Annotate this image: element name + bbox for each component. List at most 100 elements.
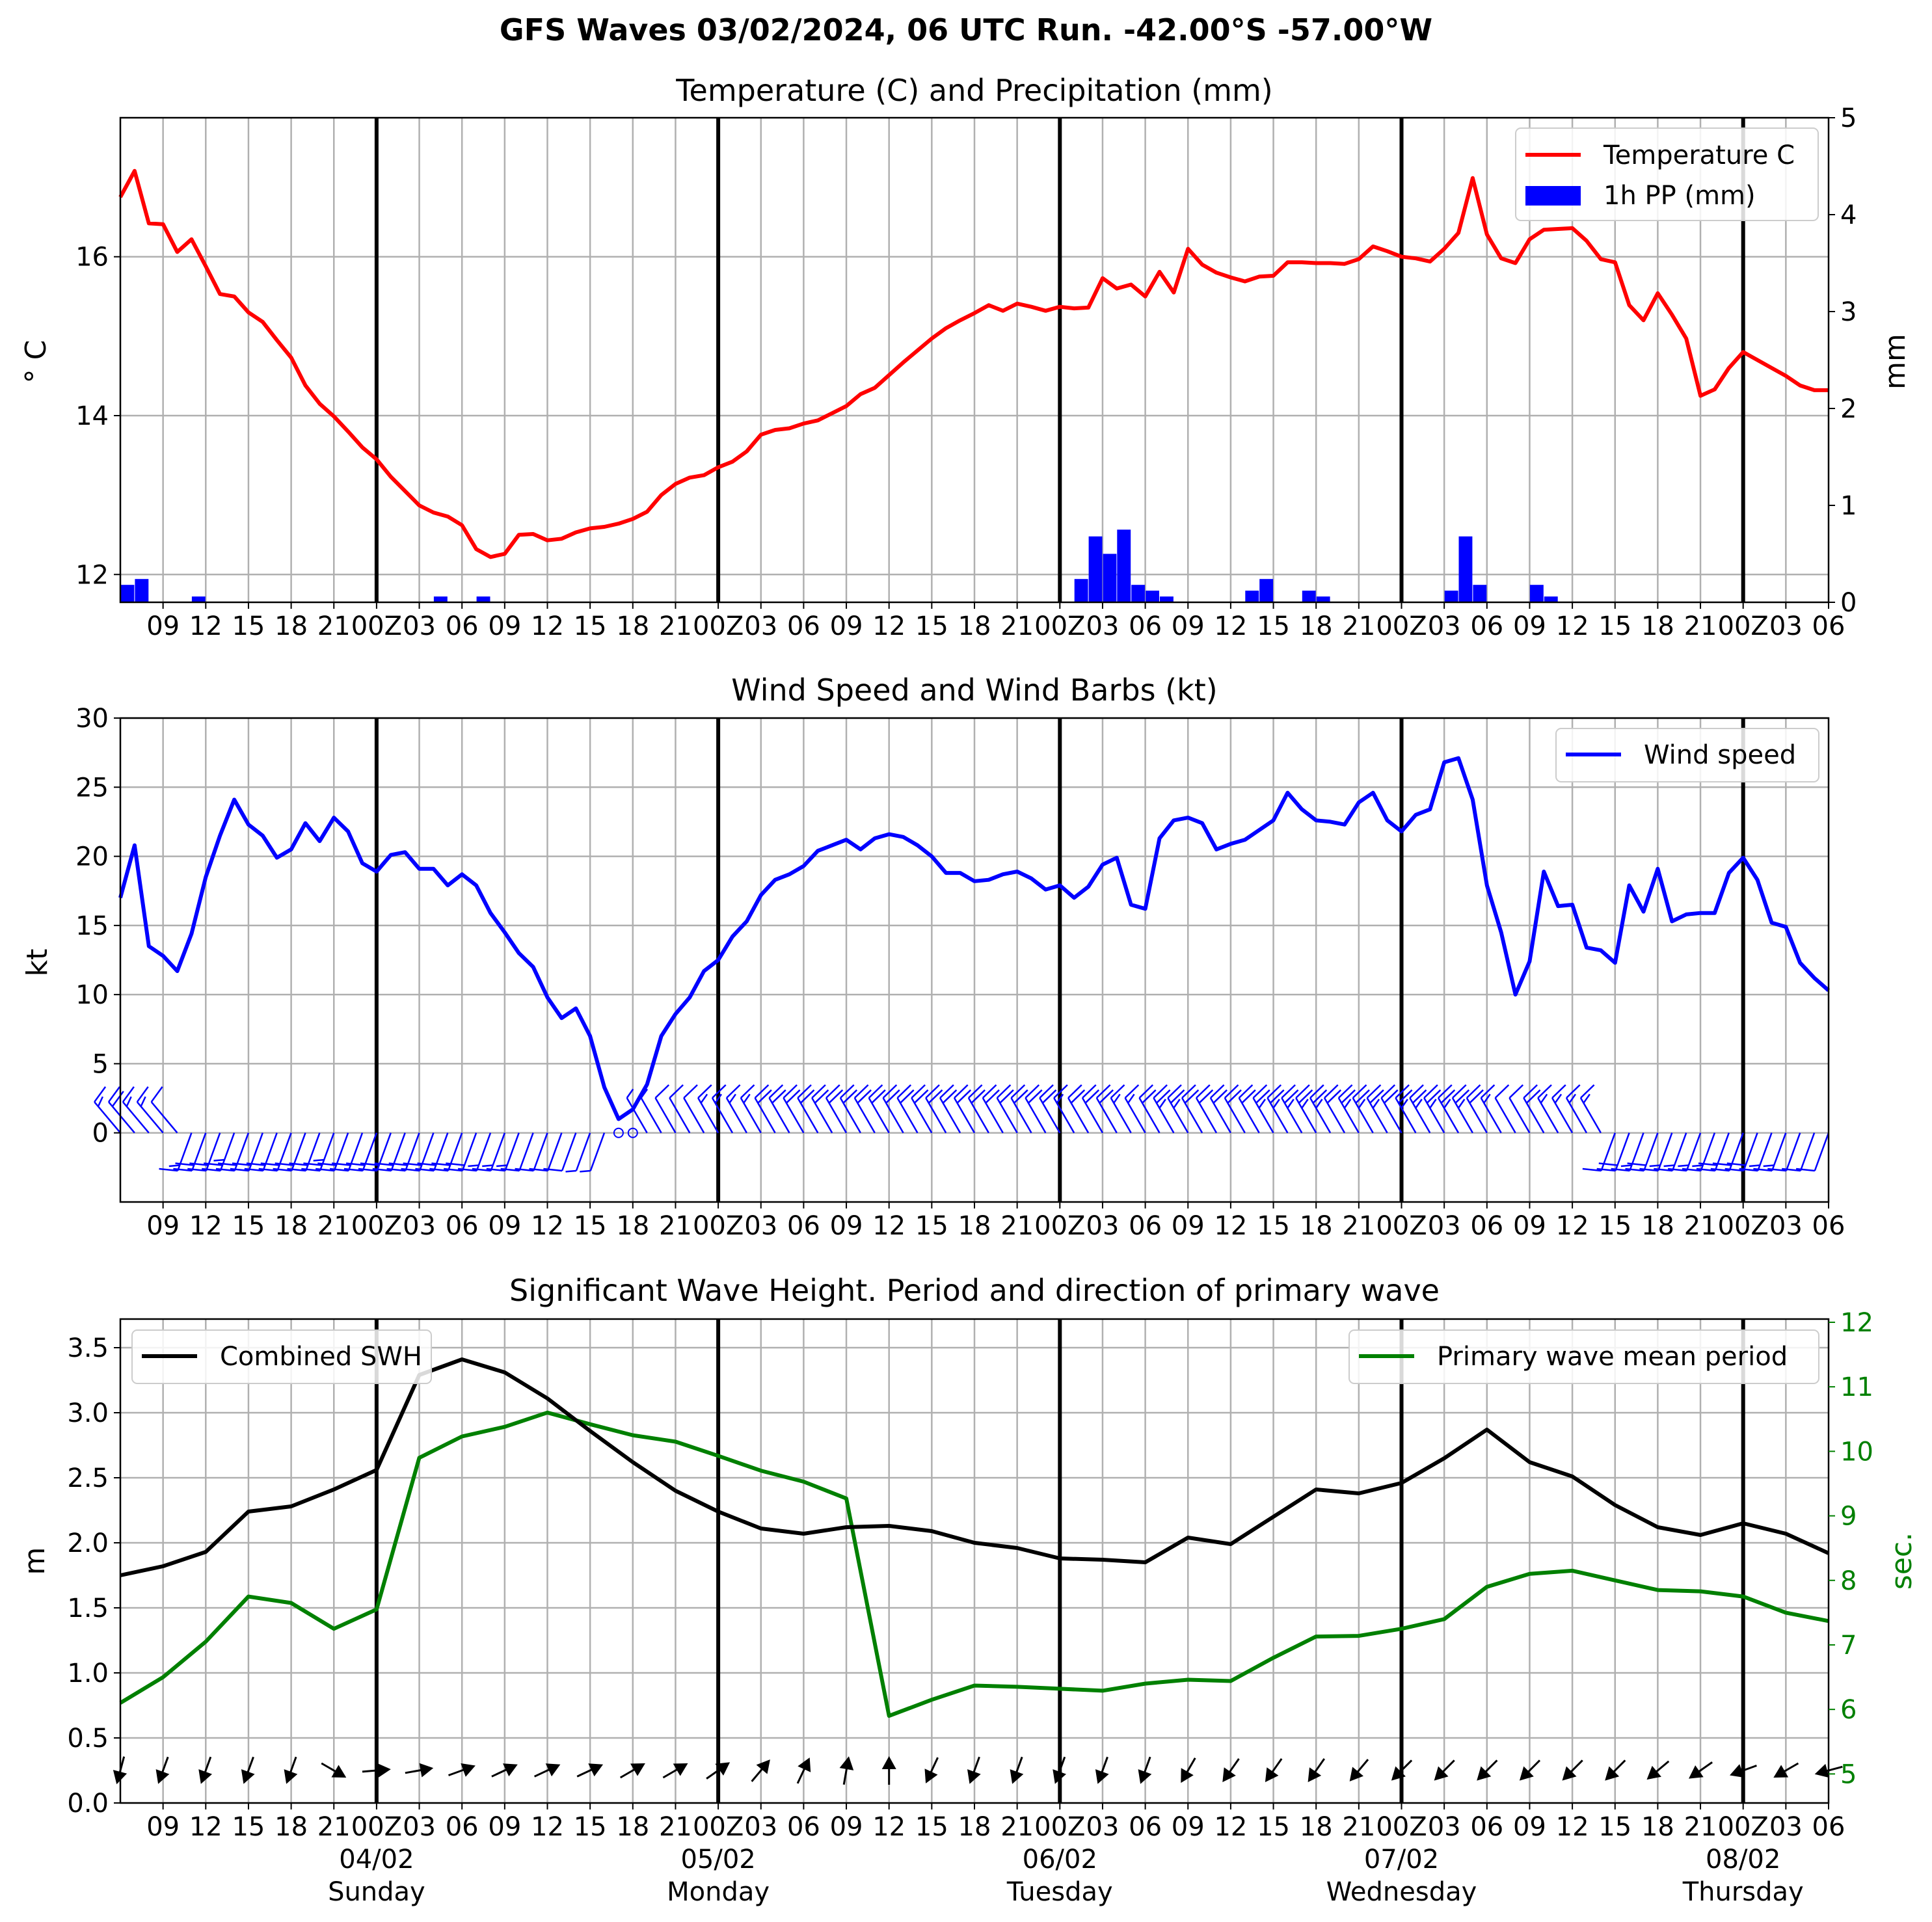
x-tick-label: 06 — [1129, 1812, 1162, 1842]
wave-arrow — [1053, 1756, 1066, 1784]
y-tick-label: 15 — [75, 911, 109, 941]
wave-arrow — [1773, 1762, 1799, 1778]
x-tick-label: 15 — [915, 611, 948, 641]
wind-barb — [911, 1084, 933, 1134]
wind-barb — [1067, 1084, 1090, 1134]
wave-arrow — [1095, 1756, 1109, 1784]
y-tick-label: 2 — [1840, 394, 1857, 424]
y-tick-label: 1.0 — [67, 1659, 109, 1688]
wave-arrow-head — [715, 1762, 731, 1776]
x-tick-label: 12 — [1556, 611, 1589, 641]
wave-arrow-head — [545, 1763, 561, 1777]
wind-barb-calm — [613, 1127, 624, 1138]
y-tick-label: 30 — [75, 704, 109, 734]
wave-arrow — [1689, 1761, 1713, 1779]
x-tick-label: 00Z — [1034, 1812, 1085, 1842]
wave-arrow — [405, 1763, 434, 1778]
wave-arrow-head — [1519, 1766, 1534, 1781]
wind-barb — [1782, 1132, 1816, 1172]
x-tick-label: 15 — [915, 1211, 948, 1241]
x-tick-label: 15 — [1598, 1211, 1631, 1241]
x-tick-label: 00Z — [1376, 611, 1427, 641]
wave-arrow-head — [1010, 1769, 1024, 1784]
wave-arrow-head — [1814, 1763, 1829, 1778]
x-tick-label: 18 — [275, 611, 308, 641]
wind-barb — [1409, 1084, 1431, 1134]
wind-barb — [565, 1132, 591, 1173]
x-tick-label: 21 — [1684, 1211, 1717, 1241]
wind-barb — [122, 1086, 150, 1134]
day-date-label: 04/02 — [339, 1845, 414, 1875]
day-date-label: 06/02 — [1023, 1845, 1097, 1875]
x-tick-label: 12 — [872, 1812, 906, 1842]
wind-barb — [1281, 1084, 1303, 1134]
precip-bar — [1160, 596, 1174, 602]
wind-barb — [811, 1084, 833, 1134]
x-tick-label: 03 — [1769, 611, 1803, 641]
wave-arrow — [662, 1763, 688, 1779]
x-axis: 09 12 15 18 21 00Z 03 06 09 12 15 18 21 00Z 03 06 09 12 15… — [146, 1803, 1845, 1842]
wind-barb — [740, 1084, 762, 1134]
x-tick-label: 21 — [659, 1211, 692, 1241]
y-tick-label: 0.0 — [67, 1789, 109, 1819]
wave-arrow — [1138, 1756, 1152, 1784]
wind-barb — [1625, 1132, 1659, 1172]
wave-arrow — [198, 1756, 212, 1784]
wave-arrow-head — [1138, 1769, 1152, 1784]
x-tick-label: 06 — [1812, 611, 1845, 641]
legend-swh: Combined SWH — [131, 1329, 432, 1384]
wind-barb — [107, 1086, 135, 1134]
y-tick-label: 12 — [75, 560, 109, 590]
x-tick-label: 12 — [1556, 1812, 1589, 1842]
x-tick-label: 00Z — [351, 1812, 402, 1842]
wave-arrow — [1605, 1759, 1626, 1781]
x-tick-label: 06 — [1129, 611, 1162, 641]
wind-barb — [1081, 1084, 1104, 1134]
y-tick-label: 1 — [1840, 491, 1857, 521]
wave-arrow-head — [1181, 1768, 1194, 1783]
wind-barb — [768, 1084, 790, 1134]
y-axis-label-right: mm — [1879, 334, 1912, 390]
day-date-label: 07/02 — [1364, 1845, 1439, 1875]
wave-arrow — [1181, 1757, 1196, 1783]
wave-arrow-head — [1308, 1767, 1322, 1782]
wind-barb — [150, 1086, 178, 1134]
precip-bar — [1146, 591, 1159, 602]
precip-bar — [476, 596, 490, 602]
precip-bar — [1473, 585, 1487, 602]
x-tick-label: 09 — [830, 1211, 863, 1241]
x-tick-label: 18 — [1300, 611, 1333, 641]
x-tick-label: 15 — [232, 1211, 265, 1241]
wind-barb — [654, 1084, 677, 1134]
legend: Wind speed — [1555, 728, 1819, 782]
x-tick-label: 03 — [1428, 1812, 1461, 1842]
y-axis-left: 0 5 10 15 20 25 30 — [75, 704, 120, 1149]
x-tick-label: 09 — [830, 611, 863, 641]
y-tick-label: 25 — [75, 773, 109, 803]
precip-bar — [1302, 591, 1316, 602]
wave-arrow-head — [881, 1756, 896, 1769]
x-tick-label: 06 — [1470, 611, 1503, 641]
wind-barb — [839, 1084, 861, 1134]
legend-label: Wind speed — [1644, 740, 1796, 770]
y-tick-label: 0.5 — [67, 1724, 109, 1754]
x-tick-label: 21 — [317, 611, 351, 641]
wind-barb — [1494, 1084, 1516, 1134]
wind-barb — [457, 1132, 492, 1172]
wind-barb — [444, 1132, 477, 1172]
wind-barb — [1209, 1084, 1231, 1134]
x-tick-label: 15 — [232, 611, 265, 641]
x-tick-label: 06 — [446, 611, 479, 641]
x-tick-label: 00Z — [693, 1211, 744, 1241]
x-tick-label: 00Z — [1034, 611, 1085, 641]
wind-barb — [529, 1132, 563, 1172]
x-tick-label: 03 — [744, 611, 777, 641]
x-tick-label: 21 — [1342, 611, 1375, 641]
wind-panel: Wind Speed and Wind Barbs (kt) 0 5 10 15 20 2… — [21, 673, 1845, 1241]
wave-arrow-head — [198, 1769, 212, 1784]
y-tick-label: 14 — [75, 401, 109, 431]
wave-arrow-head — [1222, 1767, 1236, 1782]
x-tick-label: 21 — [1342, 1211, 1375, 1241]
wave-arrow — [1646, 1760, 1670, 1780]
precip-bar — [1131, 585, 1146, 602]
